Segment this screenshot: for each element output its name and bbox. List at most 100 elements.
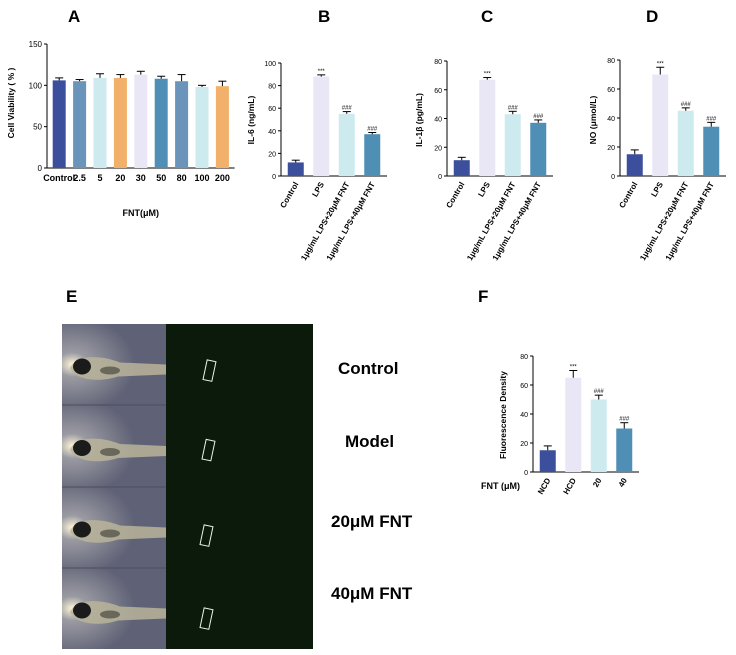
x-tick-label: LPS bbox=[476, 180, 492, 199]
bar bbox=[313, 76, 330, 176]
panel-e-image-grid bbox=[62, 324, 313, 649]
panel-letter-a: A bbox=[68, 7, 80, 26]
x-tick-label: 1μg/mL LPS+20μM FNT bbox=[465, 180, 517, 262]
panel-letter-d: D bbox=[646, 7, 658, 26]
bar bbox=[52, 80, 66, 168]
y-tick-label: 0 bbox=[611, 174, 615, 181]
larva-yolk bbox=[100, 448, 120, 456]
bar bbox=[590, 399, 607, 472]
significance-mark: ### bbox=[508, 105, 519, 111]
y-axis-label: IL-6 (ng/mL) bbox=[246, 96, 256, 145]
y-tick-label: 80 bbox=[607, 58, 615, 65]
x-tick-label: Control bbox=[278, 181, 300, 210]
y-tick-label: 80 bbox=[434, 59, 442, 66]
significance-mark: *** bbox=[657, 61, 665, 67]
larva-yolk bbox=[100, 529, 120, 538]
x-axis-label: FNT(μM) bbox=[123, 208, 160, 218]
larva-yolk bbox=[100, 610, 120, 619]
bar bbox=[479, 79, 496, 176]
y-tick-label: 50 bbox=[33, 123, 42, 132]
significance-mark: ### bbox=[367, 126, 378, 132]
x-tick-label: 50 bbox=[156, 173, 166, 183]
y-axis-label: NO (μmol/L) bbox=[588, 96, 598, 145]
fluorescence-roi-box bbox=[199, 524, 214, 547]
chart-c-il1b: 0 20 40 60 80 IL-1β (pg/mL) Control *** LPS ### 1μ… bbox=[414, 59, 553, 262]
fluorescence-roi-box bbox=[201, 438, 216, 462]
bar bbox=[677, 110, 694, 176]
bar bbox=[616, 428, 633, 472]
x-tick-label: NCD bbox=[536, 476, 553, 496]
panel-letter-c: C bbox=[481, 7, 493, 26]
y-tick-label: 40 bbox=[520, 412, 528, 419]
x-tick-label: 1μg/mL LPS+40μM FNT bbox=[491, 180, 543, 262]
x-tick-label: 20 bbox=[115, 173, 125, 183]
row-label-20um-fnt: 20μM FNT bbox=[331, 512, 413, 531]
y-tick-label: 100 bbox=[264, 61, 276, 68]
fluorescence-roi-box bbox=[202, 359, 217, 382]
significance-mark: *** bbox=[570, 365, 578, 371]
significance-mark: *** bbox=[484, 72, 492, 78]
panel-letter-b: B bbox=[318, 7, 330, 26]
bar bbox=[175, 81, 189, 168]
x-tick-label: 20 bbox=[591, 476, 604, 489]
y-tick-label: 80 bbox=[520, 354, 528, 361]
y-tick-label: 0 bbox=[524, 470, 528, 477]
x-tick-label: 1μg/mL LPS+20μM FNT bbox=[638, 180, 690, 262]
significance-mark: ### bbox=[681, 102, 692, 108]
bar bbox=[652, 74, 669, 176]
bar bbox=[539, 450, 556, 472]
y-tick-label: 80 bbox=[268, 84, 276, 91]
larva-yolk bbox=[100, 366, 120, 375]
bar bbox=[703, 126, 720, 176]
row-label-model: Model bbox=[345, 432, 394, 451]
bar bbox=[113, 77, 127, 168]
y-tick-label: 40 bbox=[434, 117, 442, 124]
y-tick-label: 60 bbox=[520, 383, 528, 390]
y-tick-label: 40 bbox=[607, 116, 615, 123]
y-tick-label: 0 bbox=[38, 164, 43, 173]
row-label-control: Control bbox=[338, 359, 398, 378]
x-tick-label: LPS bbox=[310, 180, 326, 199]
bar bbox=[93, 77, 107, 168]
significance-mark: ### bbox=[533, 114, 544, 120]
panel-letter-f: F bbox=[478, 287, 488, 306]
significance-mark: *** bbox=[318, 69, 326, 75]
x-tick-label: Control bbox=[617, 181, 639, 210]
x-tick-label: 80 bbox=[177, 173, 187, 183]
y-axis-label: Cell Viability ( % ) bbox=[6, 67, 16, 138]
larva-eye bbox=[73, 440, 91, 456]
bar bbox=[338, 113, 355, 176]
x-tick-label: 2.5 bbox=[73, 173, 86, 183]
x-tick-label: 5 bbox=[97, 173, 102, 183]
bar bbox=[134, 74, 148, 168]
y-tick-label: 20 bbox=[607, 145, 615, 152]
x-tick-label: 1μg/mL LPS+20μM FNT bbox=[299, 180, 351, 262]
y-tick-label: 60 bbox=[268, 106, 276, 113]
y-tick-label: 0 bbox=[438, 174, 442, 181]
bar bbox=[453, 160, 470, 176]
larva-eye bbox=[73, 358, 91, 375]
fluorescence-column bbox=[166, 324, 313, 649]
y-tick-label: 100 bbox=[29, 81, 43, 90]
y-tick-label: 60 bbox=[434, 88, 442, 95]
x-tick-label: 1μg/mL LPS+40μM FNT bbox=[325, 180, 377, 262]
significance-mark: ### bbox=[706, 116, 717, 122]
larva-eye bbox=[73, 602, 91, 619]
x-tick-label: 1μg/mL LPS+40μM FNT bbox=[664, 180, 716, 262]
y-tick-label: 40 bbox=[268, 129, 276, 136]
row-label-40um-fnt: 40μM FNT bbox=[331, 584, 413, 603]
y-tick-label: 60 bbox=[607, 87, 615, 94]
chart-d-no: 0 20 40 60 80 NO (μmol/L) Control *** LPS ### 1μg/… bbox=[588, 58, 726, 262]
bar bbox=[364, 134, 381, 176]
y-axis-label: IL-1β (pg/mL) bbox=[414, 93, 424, 147]
bar bbox=[530, 122, 547, 176]
y-tick-label: 150 bbox=[29, 40, 43, 49]
chart-b-il6: 0 20 40 60 80 100 IL-6 (ng/mL) Control *** LPS ###… bbox=[246, 61, 387, 262]
y-tick-label: 20 bbox=[434, 145, 442, 152]
bar bbox=[565, 377, 582, 472]
bar bbox=[154, 78, 168, 168]
x-tick-label: 40 bbox=[617, 476, 630, 489]
significance-mark: ### bbox=[619, 417, 630, 423]
